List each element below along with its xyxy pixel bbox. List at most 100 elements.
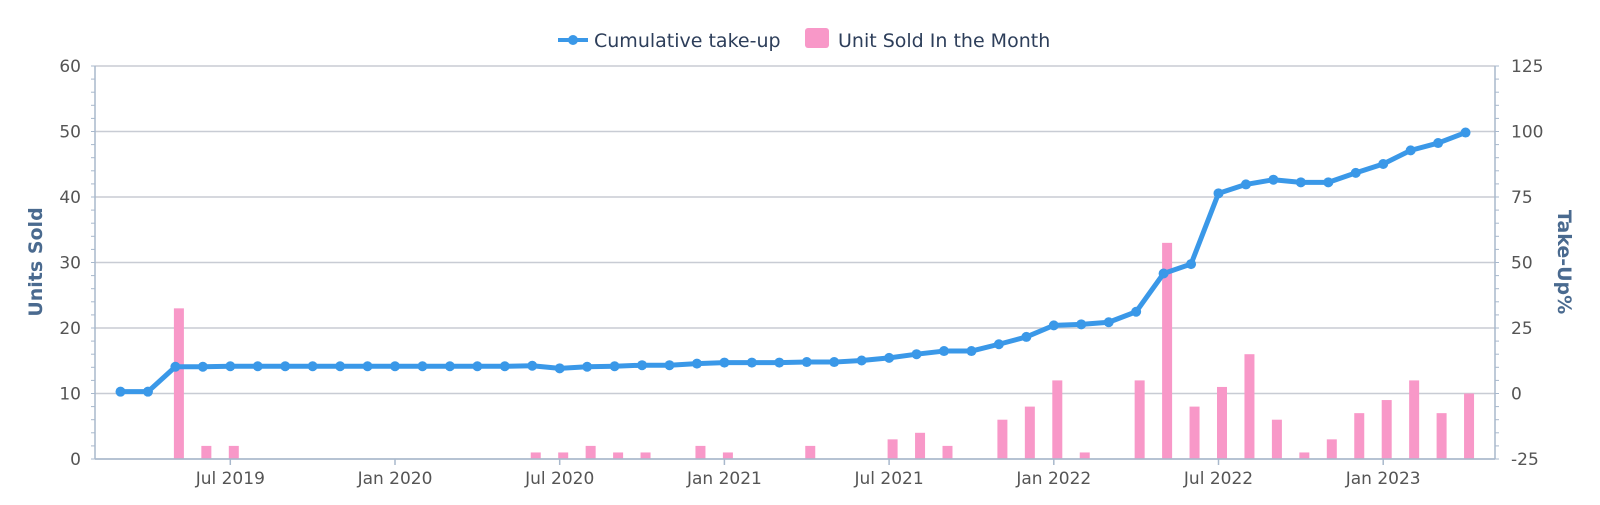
bar[interactable] — [805, 445, 816, 459]
bar[interactable] — [1244, 354, 1255, 459]
line-point[interactable] — [170, 361, 181, 372]
grid — [95, 65, 1495, 460]
line-point[interactable] — [582, 361, 593, 372]
bar[interactable] — [997, 419, 1008, 459]
line-point[interactable] — [609, 361, 620, 372]
line-point[interactable] — [1103, 317, 1114, 328]
line-point[interactable] — [444, 361, 455, 372]
line-point[interactable] — [1076, 319, 1087, 330]
line-point[interactable] — [939, 346, 949, 357]
bar[interactable] — [1409, 380, 1420, 459]
line-point[interactable] — [1460, 127, 1471, 138]
line-point[interactable] — [1021, 331, 1032, 342]
bar[interactable] — [887, 439, 898, 459]
line-point[interactable] — [362, 361, 373, 372]
line-point[interactable] — [1240, 179, 1251, 190]
line-point[interactable] — [774, 357, 785, 368]
bar[interactable] — [1162, 242, 1173, 459]
line-point[interactable] — [390, 361, 400, 372]
line-point[interactable] — [1131, 306, 1142, 317]
line-point[interactable] — [1433, 138, 1444, 149]
x-tick-label: Jan 2021 — [686, 469, 762, 489]
line-point[interactable] — [1323, 177, 1334, 188]
bar[interactable] — [530, 452, 541, 459]
line-point[interactable] — [1378, 158, 1389, 169]
line-point[interactable] — [1048, 320, 1059, 331]
line-series — [115, 127, 1471, 397]
bar[interactable] — [1271, 419, 1282, 459]
bar[interactable] — [173, 308, 184, 459]
legend[interactable]: Cumulative take-up Unit Sold In the Mont… — [558, 28, 1050, 52]
line-point[interactable] — [142, 386, 153, 397]
line-point[interactable] — [691, 358, 702, 369]
line-point[interactable] — [225, 361, 236, 372]
line-point[interactable] — [554, 363, 565, 374]
line-point[interactable] — [1213, 188, 1224, 199]
line-point[interactable] — [1295, 177, 1306, 188]
bar[interactable] — [1217, 386, 1227, 459]
line-point[interactable] — [499, 361, 510, 372]
line-point[interactable] — [801, 357, 812, 368]
y-left-tick-label: 10 — [59, 385, 81, 405]
legend-label-cumulative: Cumulative take-up — [594, 30, 781, 52]
legend-item-units[interactable]: Unit Sold In the Month — [805, 28, 1050, 52]
bar-series — [173, 242, 1475, 460]
bar[interactable] — [1189, 406, 1200, 459]
line-point[interactable] — [1405, 145, 1416, 156]
bar[interactable] — [640, 452, 651, 459]
bar[interactable] — [1079, 452, 1090, 459]
x-tick-label: Jul 2020 — [524, 469, 594, 489]
line-point[interactable] — [1186, 259, 1197, 270]
legend-box-icon — [805, 28, 829, 48]
bar[interactable] — [1024, 406, 1035, 459]
line-point[interactable] — [1268, 174, 1279, 185]
bar[interactable] — [915, 432, 926, 459]
bar[interactable] — [613, 452, 624, 459]
legend-marker-icon — [568, 35, 578, 45]
line-point[interactable] — [252, 361, 263, 372]
line-point[interactable] — [993, 339, 1004, 350]
bar[interactable] — [722, 452, 733, 459]
line-point[interactable] — [472, 361, 483, 372]
bar[interactable] — [1436, 413, 1447, 459]
line-point[interactable] — [856, 355, 867, 366]
line-point[interactable] — [417, 361, 428, 372]
legend-label-units: Unit Sold In the Month — [838, 30, 1050, 52]
bar[interactable] — [942, 445, 953, 459]
line-point[interactable] — [746, 357, 757, 368]
bar[interactable] — [585, 445, 596, 459]
y-left-tick-label: 20 — [59, 319, 81, 339]
line-point[interactable] — [197, 361, 208, 372]
bar[interactable] — [228, 445, 239, 459]
line-point[interactable] — [335, 361, 346, 372]
y-left-tick-label: 30 — [59, 254, 81, 274]
legend-item-cumulative[interactable]: Cumulative take-up — [558, 30, 781, 52]
y-right-tick-label: 100 — [1511, 123, 1543, 143]
y-left-tick-label: 50 — [59, 123, 81, 143]
bar[interactable] — [1381, 400, 1392, 459]
bar[interactable] — [1299, 452, 1310, 459]
line-point[interactable] — [637, 360, 648, 371]
line-point[interactable] — [829, 357, 840, 368]
line-point[interactable] — [1350, 167, 1361, 178]
bar[interactable] — [1326, 439, 1337, 459]
line-point[interactable] — [966, 346, 977, 357]
bar[interactable] — [1354, 413, 1365, 459]
bar[interactable] — [1052, 380, 1063, 459]
bar[interactable] — [558, 452, 569, 459]
line-point[interactable] — [280, 361, 291, 372]
line-point[interactable] — [884, 352, 895, 363]
x-tick-label: Jan 2022 — [1015, 469, 1091, 489]
line-point[interactable] — [115, 386, 126, 397]
y-right-tick-label: -25 — [1511, 450, 1539, 470]
line-point[interactable] — [664, 360, 675, 371]
bar[interactable] — [695, 445, 706, 459]
line-point[interactable] — [527, 360, 538, 371]
line-point[interactable] — [307, 361, 318, 372]
bar[interactable] — [1464, 393, 1475, 460]
line-point[interactable] — [911, 349, 922, 360]
bar[interactable] — [201, 445, 212, 459]
line-point[interactable] — [719, 357, 730, 368]
bar[interactable] — [1134, 380, 1145, 459]
line-point[interactable] — [1158, 268, 1169, 279]
